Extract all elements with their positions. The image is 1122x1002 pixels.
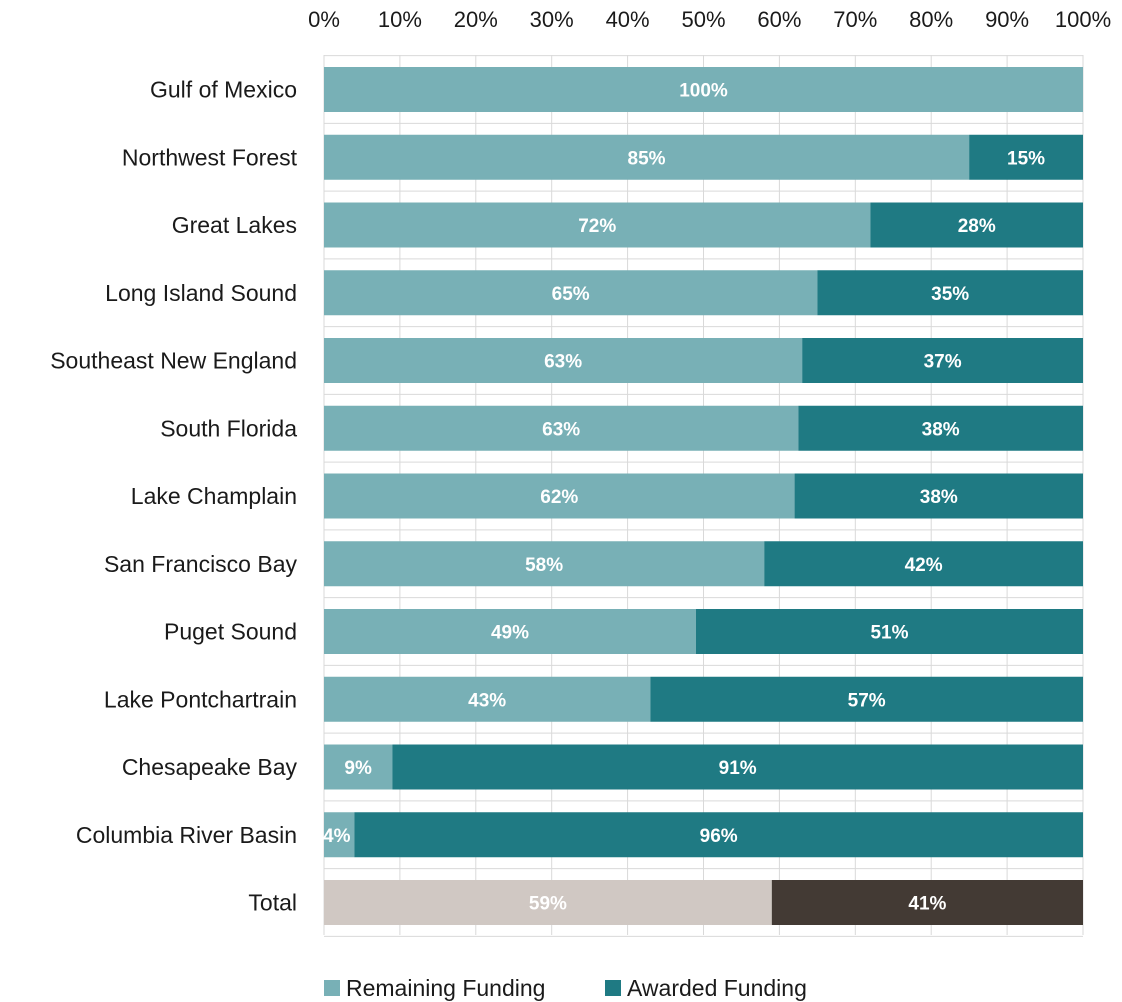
bar-remaining-funding: [324, 812, 355, 858]
category-label: Northwest Forest: [122, 144, 298, 170]
x-tick-label: 70%: [833, 7, 877, 32]
category-labels: Gulf of Mexico Northwest Forest Great Lake…: [50, 77, 297, 916]
bar-awarded-funding: [969, 134, 1083, 180]
data-label: 72%: [578, 216, 616, 237]
category-label: South Florida: [160, 415, 297, 441]
category-label: Southeast New England: [50, 348, 297, 374]
legend-label-remaining: Remaining Funding: [346, 975, 545, 1001]
legend-swatch-awarded: [605, 980, 621, 996]
data-label: 51%: [870, 623, 908, 644]
bar-awarded-funding: [798, 405, 1083, 451]
category-label: Great Lakes: [172, 212, 297, 238]
x-tick-label: 20%: [454, 7, 498, 32]
x-tick-label: 0%: [308, 7, 340, 32]
x-tick-label: 30%: [530, 7, 574, 32]
bar-remaining-funding: [324, 270, 818, 316]
x-tick-label: 60%: [757, 7, 801, 32]
bar-awarded-funding: [870, 202, 1083, 248]
bar-awarded-funding: [695, 609, 1083, 654]
bars: [324, 67, 1083, 925]
bar-awarded-funding: [392, 744, 1083, 790]
bar-awarded-funding: [817, 270, 1083, 316]
data-label: 100%: [679, 81, 728, 102]
x-tick-label: 10%: [378, 7, 422, 32]
data-label: 58%: [525, 555, 563, 576]
bar-awarded-funding: [354, 812, 1083, 858]
data-label: 59%: [529, 894, 567, 915]
x-axis-ticks: 0% 10% 20% 30% 40% 50% 60% 70% 80% 90% 100%: [308, 7, 1111, 32]
bar-remaining-funding: [324, 541, 765, 587]
bar-awarded-funding: [650, 676, 1083, 722]
bar-remaining-funding: [324, 609, 696, 654]
category-label: Puget Sound: [164, 619, 297, 645]
legend: Remaining Funding Awarded Funding: [324, 975, 807, 1001]
data-label: 41%: [908, 894, 946, 915]
x-tick-label: 100%: [1055, 7, 1111, 32]
data-label: 15%: [1007, 148, 1045, 169]
data-label: 63%: [544, 352, 582, 373]
bar-awarded-funding: [794, 473, 1083, 519]
legend-swatch-remaining: [324, 980, 340, 996]
data-label: 4%: [323, 826, 351, 847]
x-tick-label: 40%: [606, 7, 650, 32]
legend-label-awarded: Awarded Funding: [627, 975, 807, 1001]
bar-remaining-funding: [324, 880, 772, 925]
bar-awarded-funding: [802, 338, 1083, 383]
bar-remaining-funding: [324, 676, 651, 722]
data-label: 49%: [491, 623, 529, 644]
category-label: San Francisco Bay: [104, 551, 298, 577]
data-label: 9%: [344, 758, 372, 779]
x-tick-label: 50%: [681, 7, 725, 32]
bar-remaining-funding: [324, 338, 803, 383]
category-label: Long Island Sound: [105, 280, 297, 306]
data-label: 96%: [700, 826, 738, 847]
bar-remaining-funding: [324, 405, 799, 451]
bar-remaining-funding: [324, 67, 1083, 112]
data-label: 35%: [931, 284, 969, 305]
bar-awarded-funding: [764, 541, 1083, 587]
data-label: 42%: [905, 555, 943, 576]
data-label: 38%: [922, 419, 960, 440]
bar-remaining-funding: [324, 744, 393, 790]
data-label: 65%: [552, 284, 590, 305]
data-label: 37%: [924, 352, 962, 373]
bar-remaining-funding: [324, 473, 795, 519]
data-label: 91%: [719, 758, 757, 779]
data-label: 63%: [542, 419, 580, 440]
category-label: Total: [248, 890, 297, 916]
category-label: Gulf of Mexico: [150, 77, 297, 103]
data-label: 28%: [958, 216, 996, 237]
bar-awarded-funding: [771, 880, 1083, 925]
data-label: 38%: [920, 487, 958, 508]
category-label: Lake Pontchartrain: [104, 686, 297, 712]
data-label: 85%: [628, 148, 666, 169]
gridlines: [323, 55, 1084, 937]
data-label: 57%: [848, 690, 886, 711]
data-labels: 100% 85% 15% 72% 28% 65% 35% 63% 37% 63% 38% 62% 38%…: [323, 81, 1045, 915]
x-tick-label: 80%: [909, 7, 953, 32]
bar-remaining-funding: [324, 134, 970, 180]
category-label: Chesapeake Bay: [122, 754, 298, 780]
category-label: Columbia River Basin: [76, 822, 297, 848]
data-label: 43%: [468, 690, 506, 711]
category-label: Lake Champlain: [131, 483, 297, 509]
data-label: 62%: [540, 487, 578, 508]
x-tick-label: 90%: [985, 7, 1029, 32]
bar-remaining-funding: [324, 202, 871, 248]
